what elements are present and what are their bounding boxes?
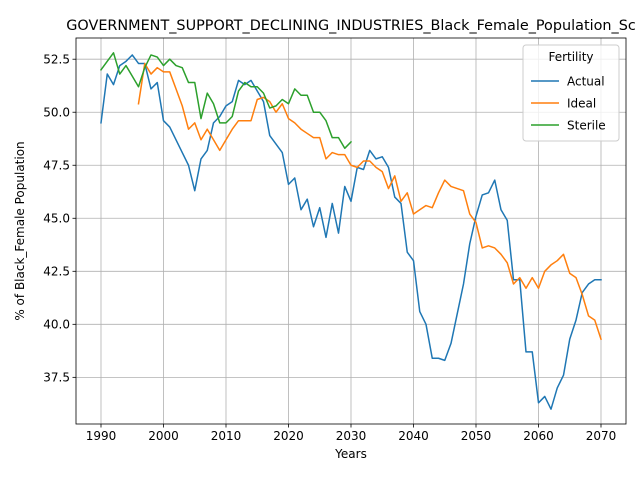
- legend-label-actual: Actual: [567, 74, 605, 88]
- y-tick-label: 52.5: [43, 53, 70, 67]
- legend-label-sterile: Sterile: [567, 118, 606, 132]
- legend-label-ideal: Ideal: [567, 96, 596, 110]
- y-tick-label: 42.5: [43, 265, 70, 279]
- y-tick-label: 47.5: [43, 159, 70, 173]
- x-tick-label: 2030: [336, 429, 367, 443]
- x-tick-label: 2000: [148, 429, 179, 443]
- legend-entries: Actual Ideal Sterile: [531, 74, 606, 132]
- y-tick-label: 37.5: [43, 371, 70, 385]
- x-tick-label: 2070: [586, 429, 617, 443]
- legend: Fertility Actual Ideal Sterile: [522, 44, 620, 142]
- x-axis-ticks: 1990 2000 2010 2020 2030 2040 2050 2060 2070: [86, 424, 617, 443]
- series-lines: [99, 52, 602, 410]
- y-axis-ticks: 37.5 40.0 42.5 45.0 47.5 50.0 52.5: [43, 53, 76, 385]
- x-tick-label: 2050: [461, 429, 492, 443]
- chart-title: GOVERNMENT_SUPPORT_DECLINING_INDUSTRIES_…: [66, 18, 636, 34]
- y-axis-label: % of Black_Female Population: [13, 141, 27, 320]
- x-axis-label: Years: [334, 447, 367, 461]
- x-tick-label: 2010: [211, 429, 242, 443]
- x-tick-label: 1990: [86, 429, 117, 443]
- y-tick-label: 45.0: [43, 212, 70, 226]
- x-tick-label: 2040: [398, 429, 429, 443]
- x-tick-label: 2060: [523, 429, 554, 443]
- series-line-ideal: [137, 62, 602, 341]
- x-tick-label: 2020: [273, 429, 304, 443]
- legend-box: [522, 44, 620, 142]
- series-line-sterile: [99, 52, 353, 150]
- y-tick-label: 50.0: [43, 106, 70, 120]
- legend-title: Fertility: [548, 50, 593, 64]
- y-tick-label: 40.0: [43, 318, 70, 332]
